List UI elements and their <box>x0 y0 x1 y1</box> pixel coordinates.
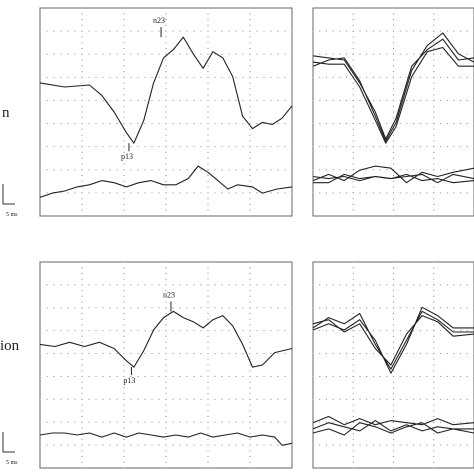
trace-top-right-6 <box>313 173 474 184</box>
trace-top-left-1 <box>39 36 293 144</box>
scale-bar-bottom: 5 ms <box>2 432 18 466</box>
trace-top-right-3 <box>312 38 474 140</box>
trace-bottom-right-6 <box>312 422 474 436</box>
trace-top-right-5 <box>312 165 474 184</box>
grid-dots <box>39 261 293 469</box>
panel-bottom-right <box>312 261 474 469</box>
trace-bottom-left-2 <box>39 432 293 446</box>
panel-top-left: n23 p13 <box>39 7 293 217</box>
peak-label-n23: n23 <box>153 16 165 25</box>
scale-bar-top: 5 ms <box>2 184 18 218</box>
peak-label-p13: p13 <box>123 376 135 385</box>
panel-bottom-left: n23 p13 <box>39 261 293 469</box>
peak-label-n23: n23 <box>163 290 175 299</box>
grid-dots <box>39 7 293 217</box>
side-label-top: n <box>2 105 10 121</box>
trace-bottom-right-1 <box>312 310 474 370</box>
scale-bar-label-top: 5 ms <box>6 212 18 218</box>
panel-top-right <box>312 7 474 217</box>
trace-bottom-right-5 <box>312 420 474 432</box>
trace-top-left-2 <box>39 165 293 198</box>
trace-bottom-left-1 <box>39 310 293 368</box>
trace-top-right-1 <box>312 32 474 142</box>
grid-dots <box>312 7 474 217</box>
side-label-bottom: ion <box>0 338 20 354</box>
grid-dots <box>312 261 474 469</box>
trace-bottom-right-3 <box>312 315 474 366</box>
trace-bottom-right-4 <box>312 415 474 426</box>
peak-label-p13: p13 <box>121 152 133 161</box>
scale-bar-label-bottom: 5 ms <box>6 460 18 466</box>
trace-top-right-2 <box>312 46 474 144</box>
